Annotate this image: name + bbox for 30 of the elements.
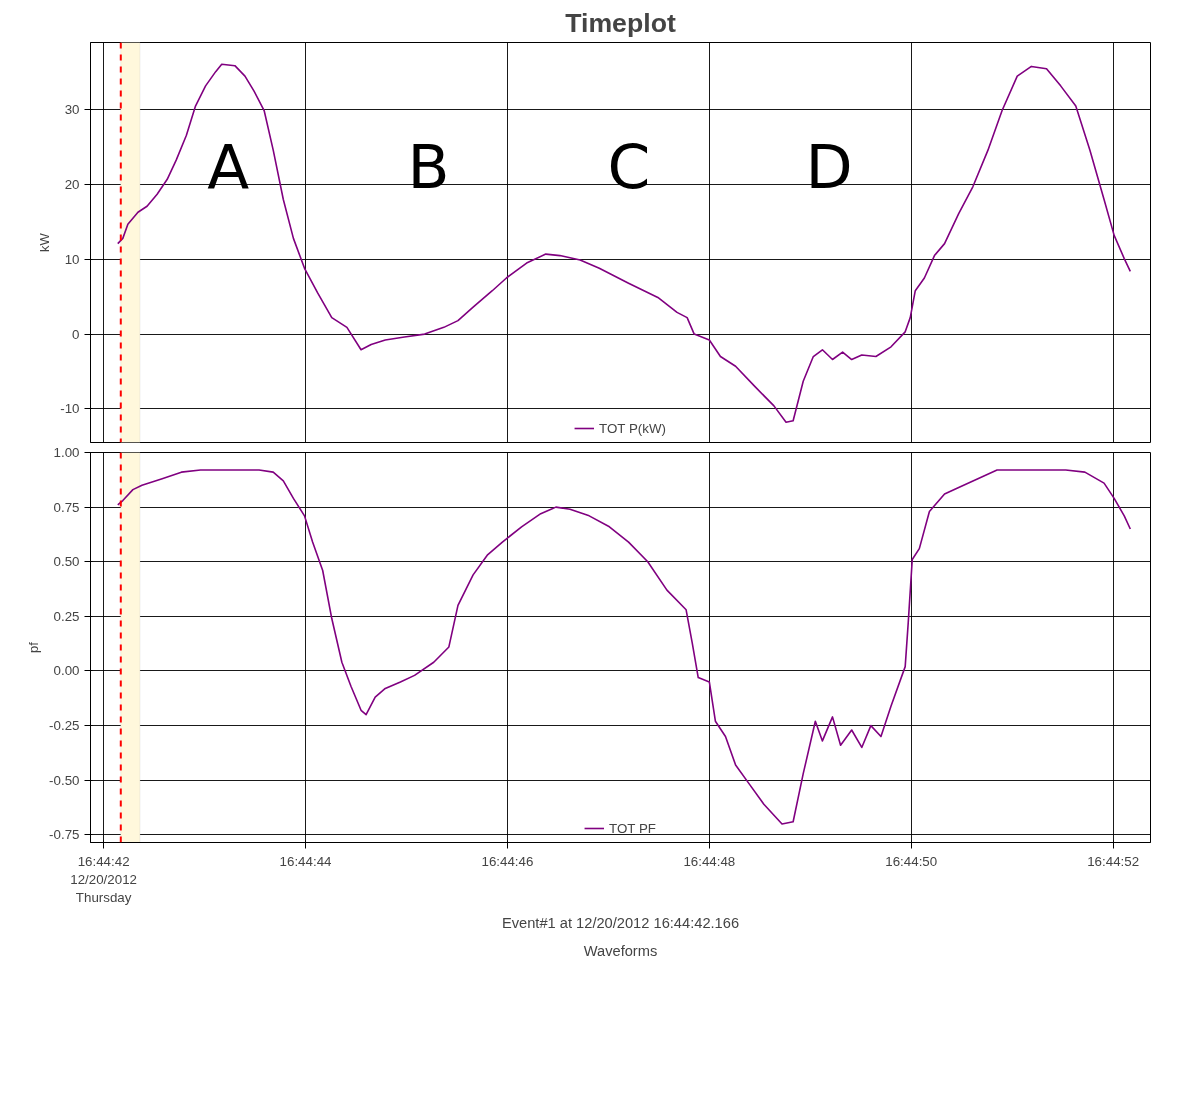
- y-tick-label: -0.50: [49, 772, 80, 788]
- y-tick-label: 20: [64, 177, 80, 193]
- y-tick-label: 1.00: [53, 445, 80, 460]
- x-tick-label: 16:44:44: [279, 853, 333, 869]
- y-tick-label: -10: [60, 401, 80, 417]
- chart-title: Timeplot: [565, 7, 676, 38]
- y-axis-title: kW: [37, 232, 53, 252]
- y-tick-label: -0.75: [49, 827, 80, 843]
- annotation: C: [607, 131, 651, 202]
- legend-label: TOT P(kW): [599, 420, 666, 436]
- y-tick-label: 0.00: [53, 663, 80, 679]
- x-tick-label: 16:44:50: [885, 853, 938, 869]
- text: Waveforms: [583, 942, 658, 959]
- text: Event#1 at 12/20/2012 16:44:42.166: [501, 914, 740, 931]
- y-tick-label: 0.25: [53, 608, 80, 624]
- legend-label: TOT PF: [609, 820, 656, 836]
- y-axis-title: pf: [26, 641, 42, 653]
- x-tick-label: 16:44:46: [481, 853, 534, 869]
- y-tick-label: 0.50: [53, 554, 80, 570]
- y-tick-label: 10: [64, 251, 80, 267]
- x-tick-label: 16:44:52: [1087, 853, 1140, 869]
- x-tick-label: 16:44:48: [683, 853, 736, 869]
- y-tick-label: 0.75: [53, 499, 80, 515]
- annotation: D: [805, 131, 853, 202]
- y-tick-label: -0.25: [49, 718, 80, 734]
- x-tick-label: 16:44:42 12/20/2012 Thursday: [70, 853, 137, 905]
- annotation: A: [207, 131, 250, 202]
- y-tick-label: 30: [64, 102, 80, 118]
- annotation: B: [407, 131, 450, 202]
- y-tick-label: 0: [72, 326, 80, 342]
